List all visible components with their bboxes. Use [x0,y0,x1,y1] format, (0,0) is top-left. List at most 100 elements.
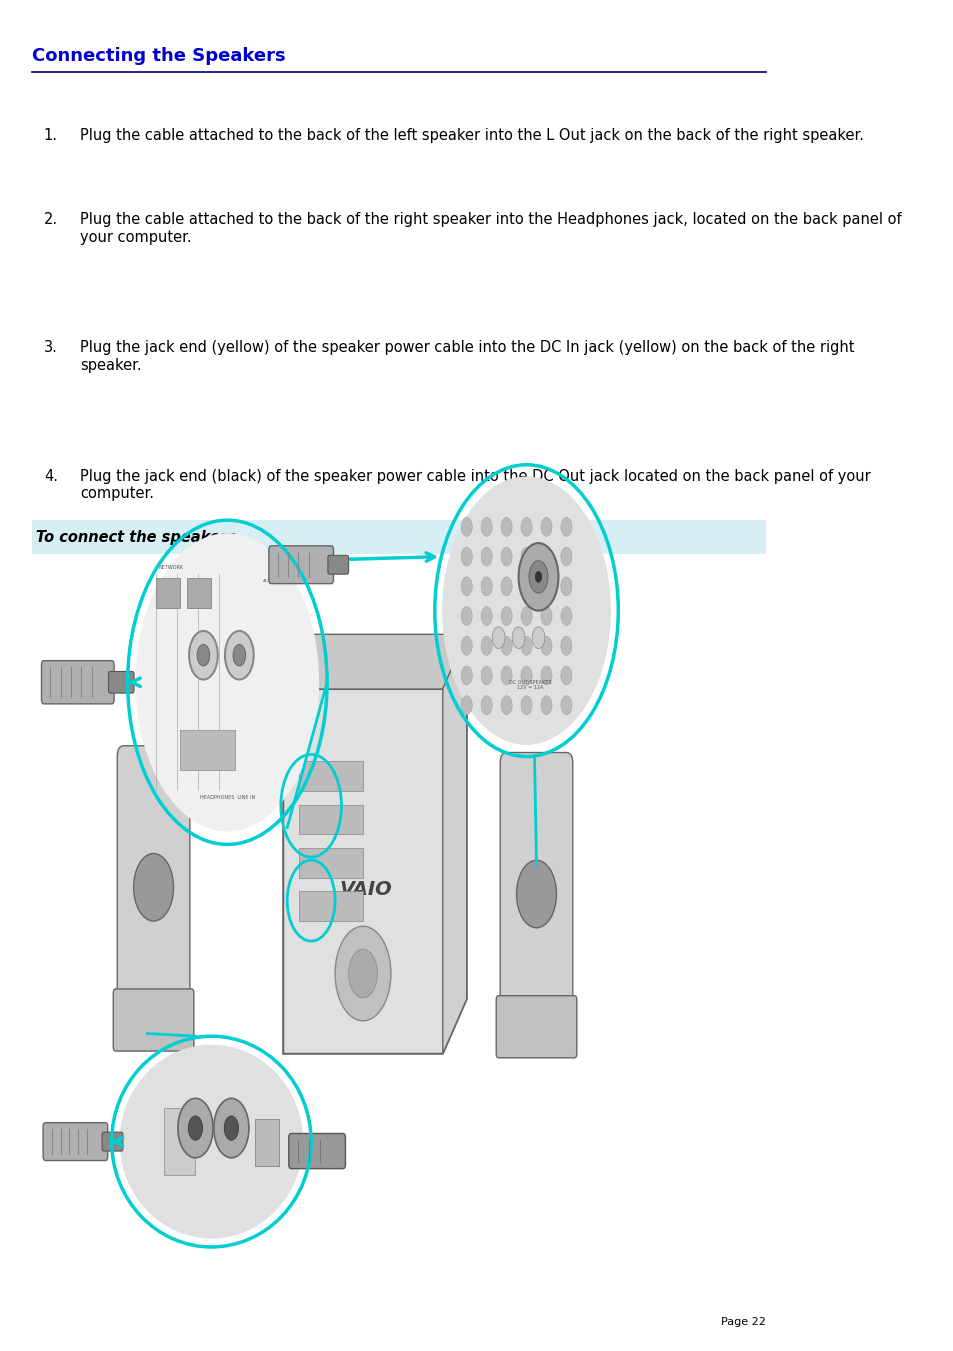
Circle shape [560,517,572,536]
Circle shape [540,696,552,715]
FancyBboxPatch shape [289,1133,345,1169]
Circle shape [540,636,552,655]
Text: Plug the cable attached to the back of the right speaker into the Headphones jac: Plug the cable attached to the back of t… [80,212,901,245]
FancyBboxPatch shape [163,1108,195,1175]
Circle shape [500,607,512,626]
Text: Page 22: Page 22 [720,1317,765,1327]
Circle shape [460,666,472,685]
FancyBboxPatch shape [255,1119,279,1166]
Ellipse shape [441,477,610,744]
Circle shape [460,636,472,655]
Circle shape [500,577,512,596]
FancyBboxPatch shape [179,730,235,770]
FancyBboxPatch shape [109,671,133,693]
Circle shape [520,607,532,626]
Circle shape [520,577,532,596]
Circle shape [500,696,512,715]
Text: DC OUT/SPEAKER
12V = 12A: DC OUT/SPEAKER 12V = 12A [509,680,552,690]
Circle shape [460,577,472,596]
Circle shape [188,1116,202,1140]
Circle shape [518,543,558,611]
Circle shape [520,696,532,715]
FancyBboxPatch shape [117,746,190,1017]
Polygon shape [442,635,466,1054]
Text: 2.: 2. [44,212,58,227]
Circle shape [460,607,472,626]
Circle shape [460,696,472,715]
Circle shape [480,666,492,685]
Polygon shape [283,635,466,689]
Text: 3.: 3. [44,340,58,355]
FancyBboxPatch shape [328,555,348,574]
Circle shape [540,577,552,596]
Circle shape [540,517,552,536]
FancyBboxPatch shape [299,848,362,878]
FancyBboxPatch shape [496,996,577,1058]
Text: Plug the jack end (yellow) of the speaker power cable into the DC In jack (yello: Plug the jack end (yellow) of the speake… [80,340,853,373]
Text: VAIO: VAIO [339,880,392,900]
Circle shape [560,636,572,655]
Circle shape [225,631,253,680]
Circle shape [460,517,472,536]
Circle shape [540,666,552,685]
Circle shape [500,547,512,566]
Circle shape [560,607,572,626]
FancyBboxPatch shape [269,546,334,584]
Ellipse shape [135,534,319,831]
FancyBboxPatch shape [41,661,114,704]
FancyBboxPatch shape [299,762,362,792]
Circle shape [520,666,532,685]
Circle shape [520,547,532,566]
Circle shape [535,571,541,582]
Text: NETWORK: NETWORK [159,565,184,570]
Text: ACT: ACT [263,580,271,582]
FancyBboxPatch shape [155,578,179,608]
Circle shape [213,1098,249,1158]
FancyBboxPatch shape [299,805,362,835]
Ellipse shape [119,1044,303,1239]
Circle shape [500,636,512,655]
FancyBboxPatch shape [43,1123,108,1161]
Text: Plug the jack end (black) of the speaker power cable into the DC Out jack locate: Plug the jack end (black) of the speaker… [80,469,870,501]
Circle shape [348,950,377,998]
Text: 1.: 1. [44,128,58,143]
Circle shape [560,577,572,596]
FancyBboxPatch shape [102,1132,123,1151]
Circle shape [480,696,492,715]
Circle shape [520,517,532,536]
Circle shape [189,631,217,680]
Circle shape [480,607,492,626]
Text: To connect the speakers: To connect the speakers [36,530,235,544]
Circle shape [528,561,548,593]
Circle shape [516,861,556,928]
Circle shape [532,627,544,648]
Polygon shape [283,635,466,1054]
Circle shape [480,577,492,596]
FancyBboxPatch shape [113,989,193,1051]
Text: 4.: 4. [44,469,58,484]
Circle shape [500,666,512,685]
Circle shape [560,696,572,715]
Circle shape [560,666,572,685]
Circle shape [512,627,524,648]
Circle shape [480,636,492,655]
Circle shape [520,636,532,655]
FancyBboxPatch shape [31,520,765,554]
Circle shape [460,547,472,566]
Circle shape [540,607,552,626]
Circle shape [177,1098,213,1158]
FancyBboxPatch shape [188,578,212,608]
Text: Plug the cable attached to the back of the left speaker into the L Out jack on t: Plug the cable attached to the back of t… [80,128,862,143]
Circle shape [335,927,391,1021]
Circle shape [492,627,504,648]
FancyBboxPatch shape [499,753,572,1024]
Circle shape [224,1116,238,1140]
Circle shape [560,547,572,566]
Text: HEADPHONES  LINE IN: HEADPHONES LINE IN [199,794,254,800]
Text: Connecting the Speakers: Connecting the Speakers [31,47,285,65]
Circle shape [197,644,210,666]
Circle shape [480,547,492,566]
Circle shape [233,644,246,666]
Circle shape [480,517,492,536]
Circle shape [540,547,552,566]
